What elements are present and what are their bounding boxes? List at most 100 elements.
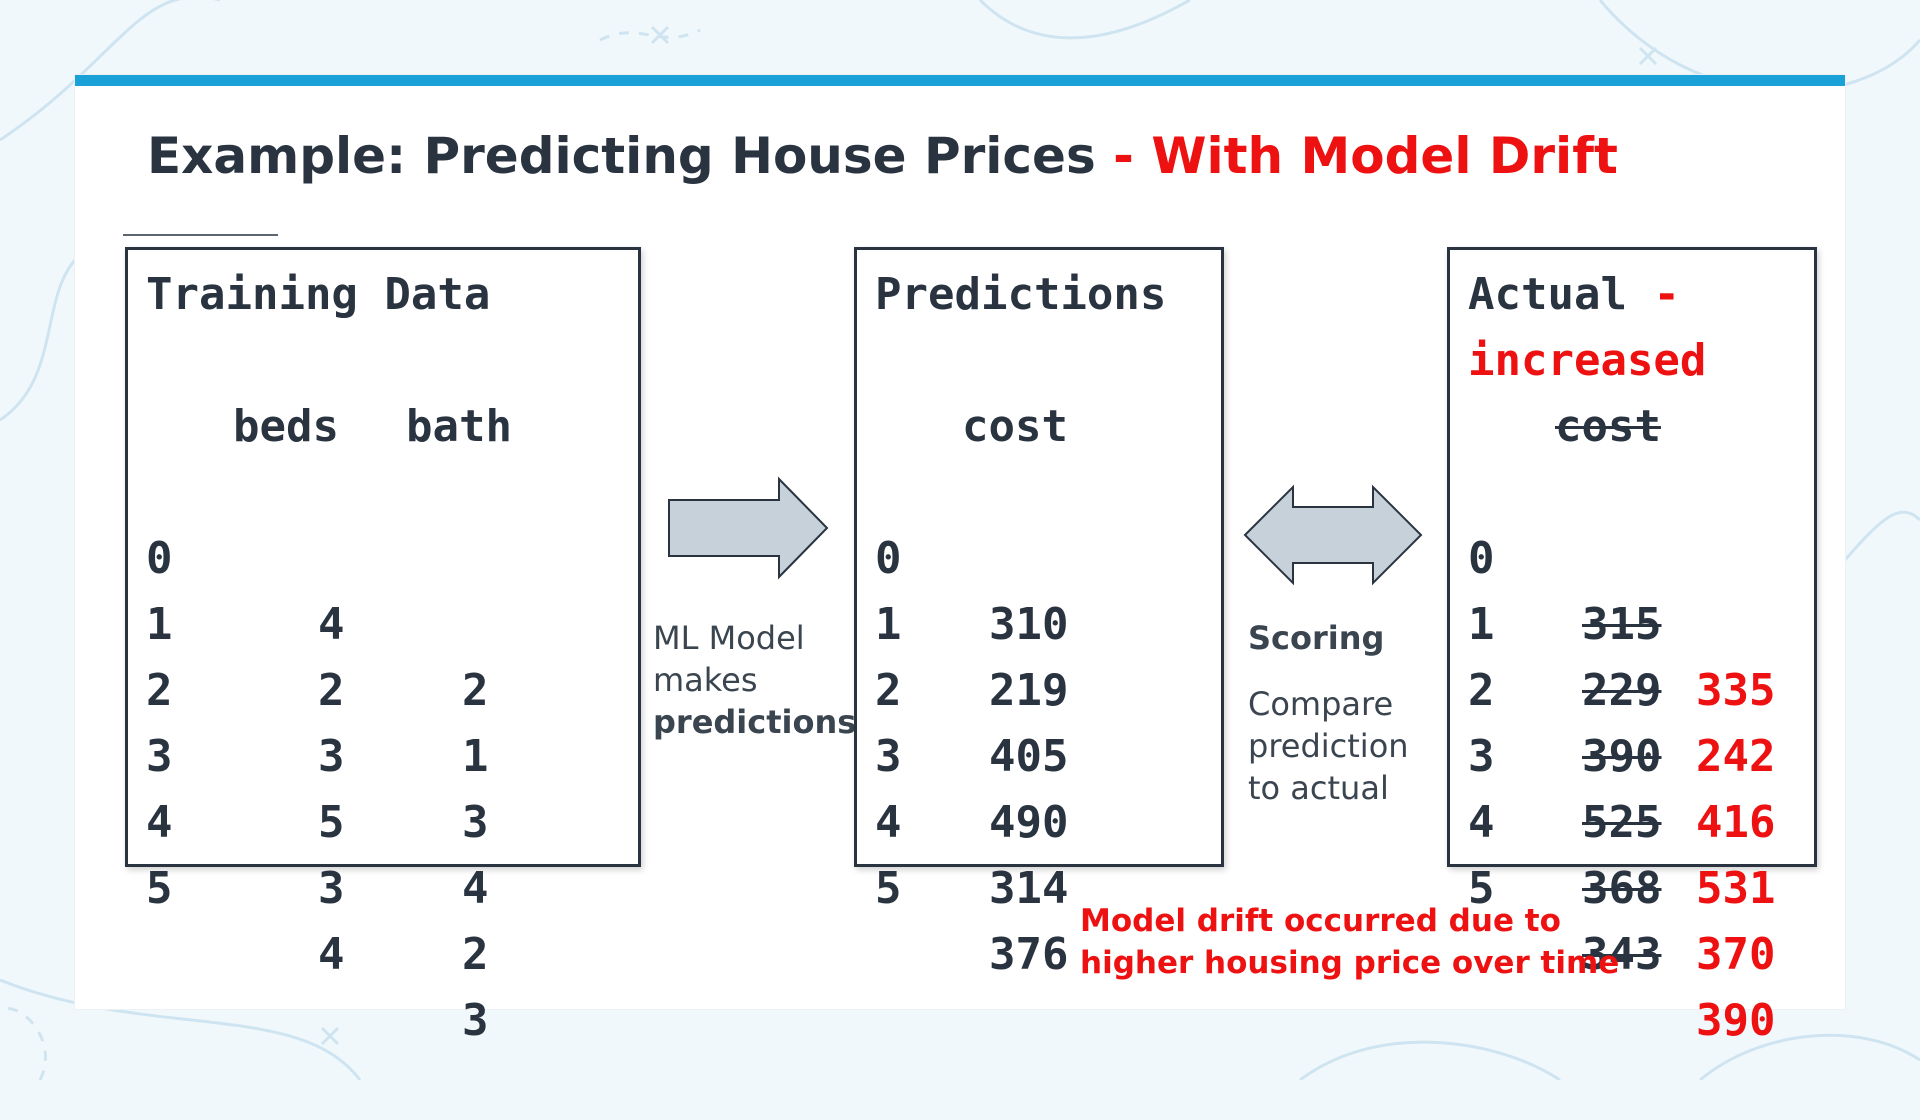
row-index: 3	[875, 731, 902, 782]
row-index: 4	[146, 797, 173, 848]
row-index: 3	[146, 731, 173, 782]
cost-value: 314	[989, 863, 1069, 914]
table-row: 1 2 1	[146, 526, 489, 856]
table-row: 2 390 416	[1468, 592, 1775, 922]
row-index: 2	[146, 665, 173, 716]
row-index: 2	[1468, 665, 1495, 716]
cost-value: 219	[989, 665, 1069, 716]
table-row: 1 229 242	[1468, 526, 1775, 856]
new-cost-value: 390	[1696, 995, 1776, 1046]
table-row: 2 3 3	[146, 592, 489, 922]
table-row: 5 343 390	[1468, 790, 1775, 1120]
double-arrow-icon	[1243, 484, 1423, 586]
cost-value: 310	[989, 599, 1069, 650]
new-cost-value: 370	[1696, 929, 1776, 980]
row-index: 5	[875, 863, 902, 914]
row-index: 0	[1468, 533, 1495, 584]
bath-value: 3	[462, 995, 489, 1046]
old-cost-value: 229	[1582, 665, 1662, 716]
old-cost-value: 315	[1582, 599, 1662, 650]
scoring-line3: to actual	[1248, 769, 1389, 807]
accent-bar	[75, 75, 1845, 86]
cost-value: 376	[989, 929, 1069, 980]
actual-increased-label: increased	[1468, 335, 1707, 386]
predictions-heading: Predictions	[875, 269, 1167, 320]
bath-value: 3	[462, 797, 489, 848]
bath-value: 1	[462, 731, 489, 782]
scoring-line1: Compare	[1248, 685, 1394, 723]
table-row: 3 490	[875, 658, 1068, 922]
beds-value: 2	[318, 665, 345, 716]
ml-note-line1: ML Model	[653, 619, 805, 657]
row-index: 0	[146, 533, 173, 584]
table-row: 4 314	[875, 724, 1068, 988]
bath-value: 2	[462, 665, 489, 716]
title-highlight: With Model Drift	[1151, 127, 1618, 185]
ml-model-note: ML Model makes predictions	[653, 617, 856, 743]
table-row: 0 310	[875, 460, 1068, 724]
row-index: 3	[1468, 731, 1495, 782]
drift-note-line1: Model drift occurred due to	[1080, 903, 1561, 939]
scoring-note: Scoring Compare prediction to actual	[1248, 617, 1409, 809]
bath-value: 2	[462, 929, 489, 980]
row-index: 4	[1468, 797, 1495, 848]
drift-note-line2: higher housing price over time	[1080, 945, 1620, 981]
old-cost-value: 368	[1582, 863, 1662, 914]
cost-value: 490	[989, 797, 1069, 848]
ml-note-line3: predictions	[653, 703, 857, 741]
table-row: 1 219	[875, 526, 1068, 790]
actual-panel: Actual - increased cost 0 315 335 1 229 …	[1447, 247, 1817, 1046]
predictions-col-cost: cost	[962, 401, 1068, 452]
new-cost-value: 242	[1696, 731, 1776, 782]
arrow-right-icon	[668, 476, 829, 580]
beds-value: 3	[318, 863, 345, 914]
row-index: 4	[875, 797, 902, 848]
new-cost-value: 335	[1696, 665, 1776, 716]
table-row: 0 315 335	[1468, 460, 1775, 790]
old-cost-value: 343	[1582, 929, 1662, 980]
actual-col-cost: cost	[1555, 401, 1661, 452]
table-row: 0 4 2	[146, 460, 489, 790]
actual-heading-line: Actual -	[1468, 262, 1680, 328]
new-cost-value: 531	[1696, 863, 1776, 914]
table-row: 3 525 531	[1468, 658, 1775, 988]
row-index: 0	[875, 533, 902, 584]
row-index: 5	[146, 863, 173, 914]
table-row: 5 4 3	[146, 790, 489, 1120]
row-index: 1	[875, 599, 902, 650]
title-separator: -	[1113, 127, 1134, 185]
slide-card: Example: Predicting House Prices - With …	[75, 75, 1845, 1046]
actual-dash: -	[1653, 269, 1680, 320]
training-col-bath: bath	[406, 401, 512, 452]
row-index: 5	[1468, 863, 1495, 914]
table-row: 5 376	[875, 790, 1068, 1054]
beds-value: 3	[318, 731, 345, 782]
row-index: 2	[875, 665, 902, 716]
row-index: 1	[146, 599, 173, 650]
slide-title: Example: Predicting House Prices - With …	[147, 127, 1618, 185]
model-drift-note: Model drift occurred due to higher housi…	[1080, 900, 1640, 984]
old-cost-value: 525	[1582, 797, 1662, 848]
beds-value: 5	[318, 797, 345, 848]
table-row: 4 368 370	[1468, 724, 1775, 1054]
scoring-label: Scoring	[1248, 619, 1385, 657]
table-row: 3 5 4	[146, 658, 489, 988]
training-col-beds: beds	[233, 401, 339, 452]
predictions-panel: Predictions cost 0 310 1 219 2 405 3 490…	[854, 247, 1224, 980]
scoring-line2: prediction	[1248, 727, 1409, 765]
new-cost-value: 416	[1696, 797, 1776, 848]
cost-value: 405	[989, 731, 1069, 782]
beds-value: 4	[318, 929, 345, 980]
training-heading: Training Data	[146, 269, 491, 320]
old-cost-value: 390	[1582, 731, 1662, 782]
training-data-panel: Training Data beds bath 0 4 2 1 2 1 2 3 …	[125, 247, 641, 1046]
row-index: 1	[1468, 599, 1495, 650]
table-row: 2 405	[875, 592, 1068, 856]
table-row: 4 3 2	[146, 724, 489, 1054]
ml-note-line2: makes	[653, 661, 758, 699]
bath-value: 4	[462, 863, 489, 914]
actual-heading: Actual	[1468, 269, 1627, 320]
title-underline	[123, 234, 278, 236]
title-main: Example: Predicting House Prices	[147, 127, 1096, 185]
beds-value: 4	[318, 599, 345, 650]
